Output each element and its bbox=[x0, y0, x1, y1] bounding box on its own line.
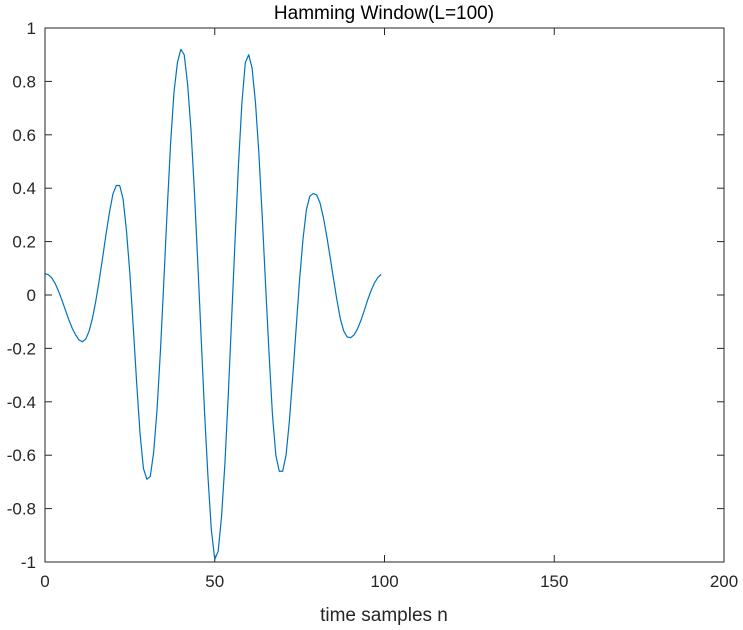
y-tick-label: -1 bbox=[21, 553, 36, 572]
series-line bbox=[44, 48, 382, 560]
x-tick-label: 200 bbox=[710, 572, 738, 591]
chart-title: Hamming Window(L=100) bbox=[274, 3, 494, 24]
x-tick-label: 150 bbox=[540, 572, 568, 591]
x-axis-label: time samples n bbox=[320, 605, 448, 626]
y-tick-label: -0.4 bbox=[7, 393, 36, 412]
y-tick-label: 0 bbox=[27, 286, 36, 305]
y-tick-label: 0.2 bbox=[12, 233, 36, 252]
plot-box bbox=[44, 27, 725, 563]
x-tick-label: 50 bbox=[205, 572, 224, 591]
y-tick-label: -0.8 bbox=[7, 500, 36, 519]
x-tick-label: 0 bbox=[40, 572, 49, 591]
series-group bbox=[44, 48, 382, 560]
y-tick-label: -0.2 bbox=[7, 339, 36, 358]
y-tick-label: 0.8 bbox=[12, 72, 36, 91]
y-tick-label: -0.6 bbox=[7, 446, 36, 465]
y-tick-label: 1 bbox=[27, 19, 36, 38]
plot-area bbox=[45, 28, 724, 562]
y-tick-label: 0.4 bbox=[12, 179, 36, 198]
y-tick-label: 0.6 bbox=[12, 126, 36, 145]
x-tick-label: 100 bbox=[370, 572, 398, 591]
axes: 0 50 100 150 200 1 0.8 0.6 0.4 0.2 0 -0.2 -0.4 -0.6 -0… bbox=[7, 19, 738, 591]
